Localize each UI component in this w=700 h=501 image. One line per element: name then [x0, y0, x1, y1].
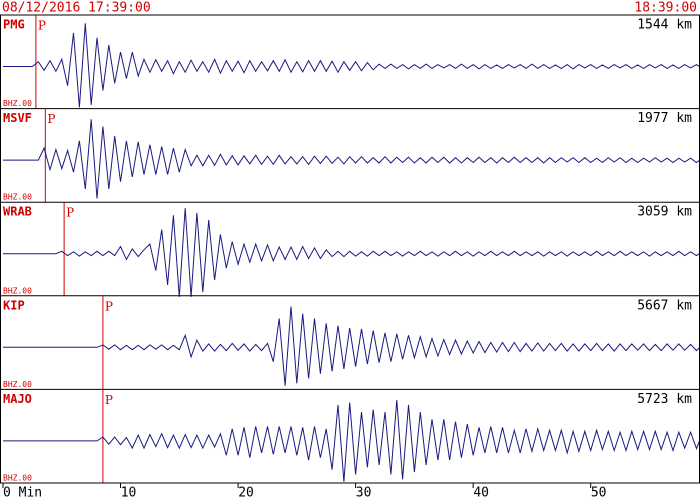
station-name: KIP: [3, 298, 25, 312]
channel-label: BHZ.00: [3, 474, 32, 483]
station-name: PMG: [3, 18, 25, 32]
phase-label: P: [47, 112, 55, 126]
channel-label: BHZ.00: [3, 99, 32, 108]
waveform: [3, 208, 700, 297]
distance: 5667 km: [637, 298, 692, 313]
station-name: WRAB: [3, 205, 32, 219]
x-tick-label: 50: [591, 486, 607, 501]
distance: 1544 km: [637, 18, 692, 33]
distance: 1977 km: [637, 111, 692, 126]
waveform: [3, 119, 700, 199]
phase-label: P: [66, 206, 74, 220]
channel-label: BHZ.00: [3, 193, 32, 202]
x-tick-label: 30: [356, 486, 372, 501]
channel-label: BHZ.00: [3, 286, 32, 295]
station-name: MAJO: [3, 392, 32, 406]
phase-label: P: [105, 299, 113, 313]
phase-label: P: [105, 393, 113, 407]
x-tick-label: 10: [121, 486, 137, 501]
waveform: [3, 23, 700, 108]
end-time: 18:39:00: [634, 1, 697, 16]
channel-label: BHZ.00: [3, 380, 32, 389]
distance: 3059 km: [637, 205, 692, 220]
start-time: 08/12/2016 17:39:00: [2, 1, 151, 16]
x-tick-label: 0 Min: [3, 486, 42, 501]
x-tick-label: 40: [473, 486, 489, 501]
station-name: MSVF: [3, 111, 32, 125]
phase-label: P: [38, 19, 46, 33]
distance: 5723 km: [637, 392, 692, 407]
x-tick-label: 20: [238, 486, 254, 501]
waveform: [3, 306, 700, 386]
waveform: [3, 400, 700, 482]
